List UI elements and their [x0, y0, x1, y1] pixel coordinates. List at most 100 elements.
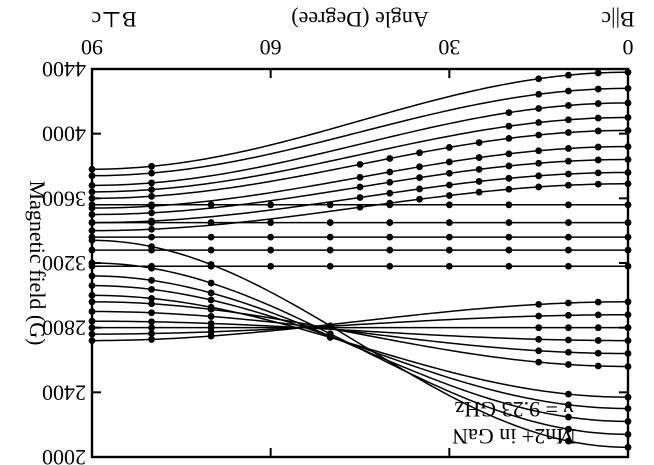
- y-tick-label-2800: 2800: [42, 316, 86, 341]
- data-point-17-10: [356, 203, 364, 211]
- data-point-5-3: [326, 334, 334, 341]
- data-point-7-3: [565, 348, 572, 356]
- data-point-18-10: [356, 194, 364, 201]
- data-point-15-6: [326, 219, 334, 226]
- x-tick-label-0: 0: [623, 35, 634, 60]
- data-point-6-3: [565, 361, 572, 368]
- data-point-15-2: [565, 219, 572, 226]
- series-line-23: [91, 102, 629, 187]
- data-point-10-3: [565, 311, 572, 319]
- data-point-15-7: [267, 219, 275, 226]
- data-point-22-5: [505, 122, 513, 130]
- data-point-13-1: [624, 246, 632, 254]
- y-axis-title: Magnetic field (G): [25, 181, 50, 346]
- data-point-21-3: [565, 129, 572, 136]
- data-point-12-1: [624, 262, 632, 270]
- data-point-17-5: [505, 185, 513, 193]
- data-point-18-12: [88, 219, 96, 226]
- data-point-17-11: [148, 225, 155, 233]
- data-point-19-11: [148, 209, 155, 217]
- data-point-18-7: [445, 181, 453, 189]
- ticks-layer: 0 30 60 90 2000 2400 2800 3200 3600 4000 4400: [42, 35, 634, 465]
- data-point-10-4: [535, 312, 543, 320]
- data-point-19-10: [356, 183, 364, 191]
- data-point-23-6: [148, 179, 155, 187]
- data-point-16-2: [565, 201, 572, 209]
- data-point-9-3: [565, 324, 572, 332]
- data-point-3-6: [88, 272, 96, 280]
- data-point-25-4: [535, 75, 543, 83]
- data-point-15-3: [505, 219, 513, 226]
- data-point-20-9: [386, 168, 394, 176]
- data-point-21-9: [386, 155, 394, 162]
- data-point-11-5: [207, 332, 215, 340]
- x-tick-label-60: 60: [260, 35, 282, 60]
- data-point-3-2: [565, 413, 572, 421]
- data-point-23-4: [535, 105, 543, 112]
- data-point-11-3: [565, 299, 572, 307]
- data-point-17-6: [475, 188, 483, 196]
- data-point-5-2: [565, 390, 572, 398]
- data-point-18-9: [386, 189, 394, 197]
- curves-layer: [91, 71, 629, 449]
- data-point-12-2: [565, 262, 572, 270]
- data-point-21-8: [416, 149, 423, 157]
- data-point-14-10: [88, 233, 96, 241]
- data-point-13-2: [565, 246, 572, 254]
- data-point-3-5: [148, 276, 155, 284]
- data-point-13-10: [88, 246, 96, 254]
- data-point-12-7: [267, 262, 275, 270]
- y-tick-label-3200: 3200: [42, 251, 86, 276]
- data-point-22-6: [148, 186, 155, 194]
- data-point-9-6: [148, 324, 155, 332]
- rotated-figure: 0 30 60 90 2000 2400 2800 3200 3600 4000 4400 Angl…: [25, 7, 635, 465]
- data-point-18-2: [594, 169, 602, 177]
- data-point-20-5: [505, 150, 513, 158]
- data-point-21-7: [445, 144, 453, 151]
- data-point-16-7: [267, 201, 275, 209]
- data-point-12-6: [326, 262, 334, 270]
- data-point-6-4: [535, 358, 543, 366]
- annotation-material: Mn2+ in GaN: [452, 424, 576, 449]
- data-point-19-3: [565, 157, 572, 165]
- data-point-14-3: [505, 233, 513, 241]
- data-point-11-7: [88, 337, 96, 344]
- data-point-7-6: [148, 309, 155, 317]
- data-point-17-7: [445, 192, 453, 199]
- data-point-24-2: [594, 85, 602, 93]
- data-point-23-3: [565, 102, 572, 109]
- data-point-20-6: [475, 154, 483, 161]
- data-point-20-11: [148, 202, 155, 210]
- series-line-3: [91, 275, 629, 423]
- data-point-16-1: [624, 201, 632, 209]
- data-point-13-6: [326, 246, 334, 254]
- data-point-19-6: [475, 165, 483, 173]
- data-point-19-9: [386, 178, 394, 186]
- x-axis-title: Angle (Degree): [291, 7, 428, 32]
- data-point-20-4: [535, 147, 543, 155]
- data-point-9-2: [594, 324, 602, 332]
- data-point-20-10: [356, 173, 364, 181]
- y-tick-label-2400: 2400: [42, 380, 86, 405]
- data-point-10-1: [624, 311, 632, 319]
- data-point-11-4: [535, 301, 543, 308]
- data-point-1-1: [624, 443, 632, 451]
- data-point-21-4: [535, 131, 543, 139]
- data-point-14-8: [207, 233, 215, 241]
- series-line-4: [91, 284, 629, 410]
- data-point-5-1: [624, 393, 632, 401]
- data-point-24-6: [88, 172, 96, 180]
- data-point-18-4: [535, 172, 543, 180]
- data-point-6-2: [594, 362, 602, 370]
- data-point-8-2: [594, 337, 602, 344]
- data-point-24-4: [535, 90, 543, 98]
- y-tick-label-4000: 4000: [42, 122, 86, 147]
- data-point-14-5: [386, 233, 394, 241]
- data-point-5-5: [148, 295, 155, 302]
- data-point-16-4: [445, 201, 453, 209]
- data-point-4-1: [624, 405, 632, 412]
- data-point-17-12: [88, 227, 96, 235]
- series-line-5: [91, 294, 629, 398]
- data-point-8-7: [88, 317, 96, 325]
- data-point-16-6: [326, 201, 334, 209]
